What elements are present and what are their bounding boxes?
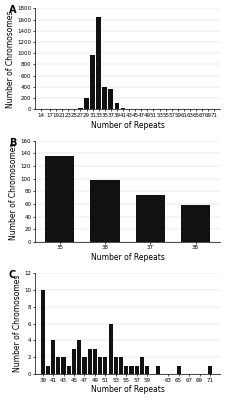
- Bar: [135, 195, 164, 242]
- Bar: [144, 366, 149, 374]
- Text: A: A: [9, 5, 16, 15]
- Text: B: B: [9, 138, 16, 148]
- Bar: [84, 98, 89, 109]
- Bar: [155, 366, 159, 374]
- Bar: [129, 366, 133, 374]
- Bar: [77, 340, 81, 374]
- Bar: [139, 357, 144, 374]
- Bar: [98, 357, 102, 374]
- Bar: [72, 349, 76, 374]
- Bar: [108, 324, 112, 374]
- X-axis label: Number of Repeats: Number of Repeats: [90, 121, 164, 130]
- Bar: [45, 156, 74, 242]
- Bar: [176, 366, 180, 374]
- Bar: [66, 366, 71, 374]
- Bar: [134, 366, 138, 374]
- Bar: [207, 366, 211, 374]
- Bar: [87, 349, 91, 374]
- Bar: [124, 366, 128, 374]
- Text: C: C: [9, 270, 16, 280]
- Y-axis label: Number of Chromosomes: Number of Chromosomes: [13, 275, 21, 372]
- Bar: [90, 180, 119, 242]
- X-axis label: Number of Repeats: Number of Repeats: [90, 386, 164, 394]
- Bar: [180, 204, 209, 242]
- Bar: [56, 357, 60, 374]
- Bar: [90, 55, 95, 109]
- Bar: [119, 357, 123, 374]
- Bar: [114, 103, 119, 109]
- Y-axis label: Number of Chromosomes: Number of Chromosomes: [6, 10, 14, 108]
- Bar: [46, 366, 50, 374]
- Bar: [51, 340, 55, 374]
- Y-axis label: Number of Chromosomes: Number of Chromosomes: [9, 142, 18, 240]
- Bar: [96, 17, 101, 109]
- Bar: [103, 357, 107, 374]
- Bar: [120, 108, 125, 109]
- Bar: [40, 290, 45, 374]
- Bar: [102, 87, 107, 109]
- X-axis label: Number of Repeats: Number of Repeats: [90, 253, 164, 262]
- Bar: [82, 357, 86, 374]
- Bar: [92, 349, 97, 374]
- Bar: [113, 357, 117, 374]
- Bar: [61, 357, 65, 374]
- Bar: [108, 88, 113, 109]
- Bar: [78, 108, 83, 109]
